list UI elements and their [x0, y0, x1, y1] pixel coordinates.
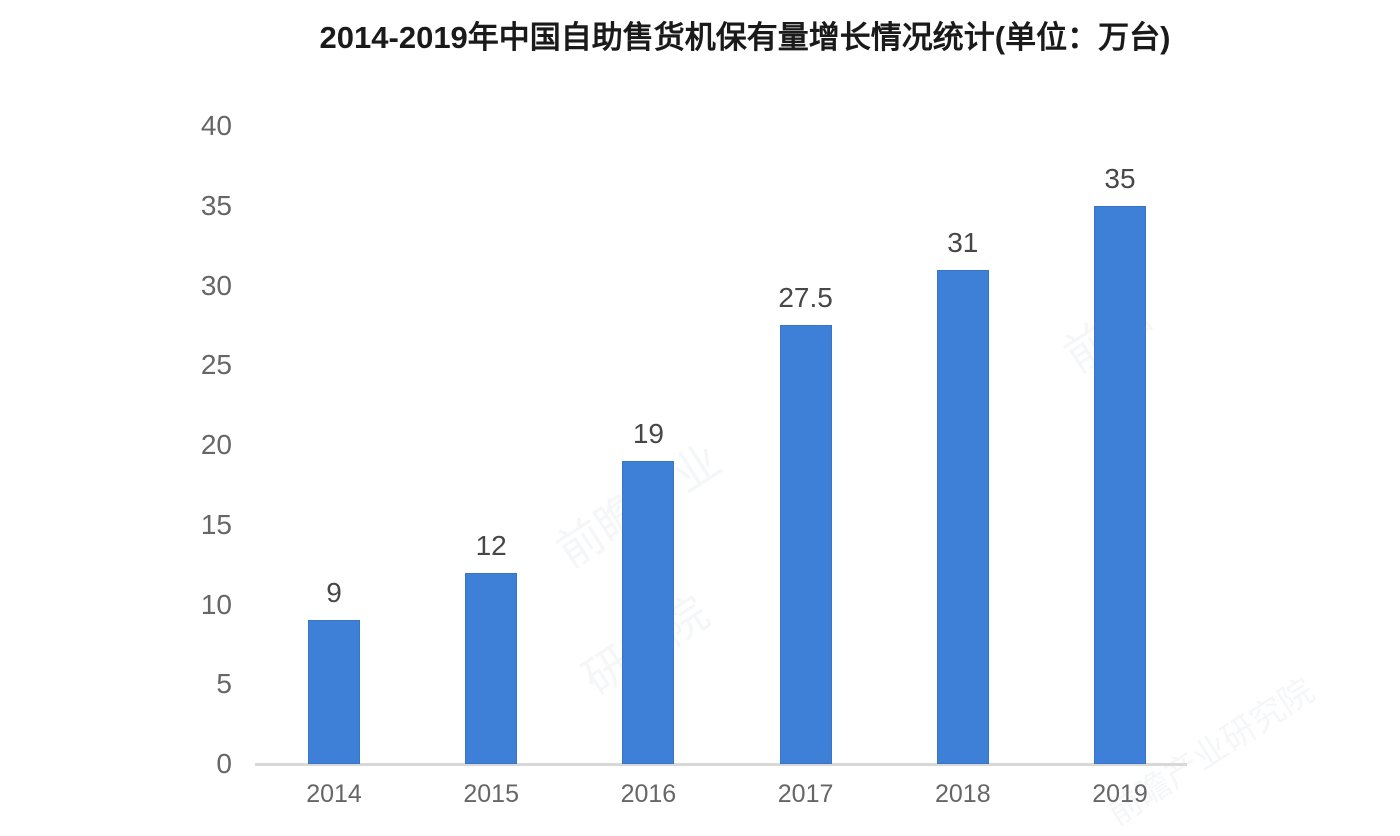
bar-value-label: 27.5: [778, 282, 833, 313]
bar: [308, 620, 360, 764]
bar: [465, 573, 518, 764]
y-tick-label: 0: [216, 748, 232, 779]
y-tick-label: 30: [200, 269, 232, 301]
bar: [622, 461, 675, 764]
x-tick-label: 2014: [306, 780, 362, 808]
x-tick-label: 2017: [777, 780, 834, 808]
bar: [779, 325, 832, 764]
bar: [936, 270, 989, 764]
bar-value-label: 19: [632, 418, 664, 449]
y-tick-label: 40: [200, 110, 232, 141]
x-tick-label: 2018: [934, 780, 991, 808]
y-tick-label: 10: [200, 588, 232, 620]
y-tick-label: 20: [200, 429, 232, 460]
x-axis-line: [255, 763, 1187, 766]
y-tick-label: 15: [200, 508, 232, 540]
x-tick-label: 2019: [1092, 780, 1148, 808]
y-tick-label: 5: [216, 668, 232, 700]
chart-title: 2014-2019年中国自助售货机保有量增长情况统计(单位：万台): [319, 20, 1171, 55]
bar-value-label: 35: [1104, 163, 1136, 194]
y-tick-label: 35: [200, 189, 232, 221]
bar-value-label: 9: [326, 577, 342, 608]
bar: [1094, 206, 1146, 764]
x-tick-label: 2015: [463, 780, 519, 808]
bar-value-label: 12: [475, 530, 507, 561]
y-tick-label: 25: [200, 349, 232, 381]
x-tick-label: 2016: [620, 780, 677, 808]
bar-value-label: 31: [947, 227, 979, 258]
